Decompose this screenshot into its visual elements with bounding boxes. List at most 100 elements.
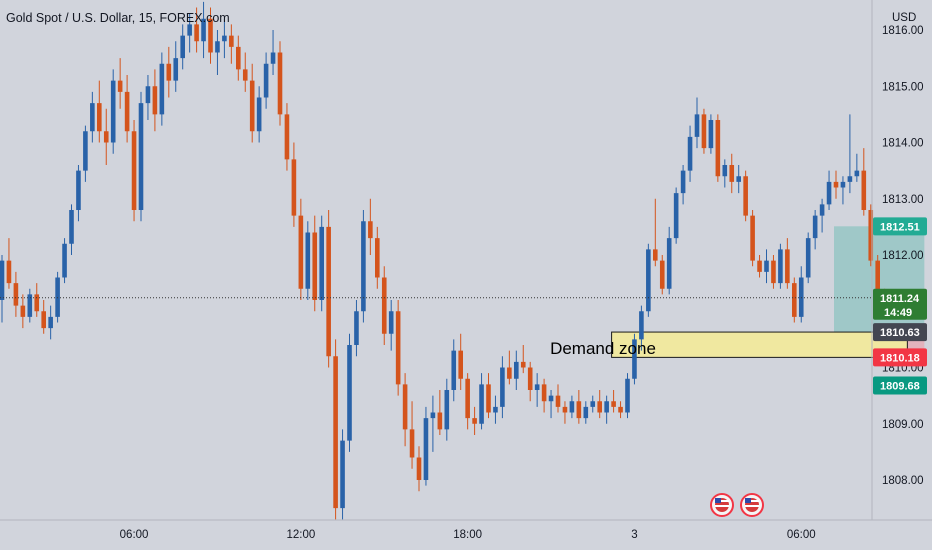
candle-body [583, 406, 589, 419]
candle-body [270, 52, 276, 64]
candle-body [590, 401, 596, 407]
candle-body [444, 390, 450, 430]
candle-body [514, 361, 519, 379]
candle-body [375, 238, 380, 278]
event-flag-us-1[interactable] [710, 493, 734, 517]
candle-body [541, 384, 547, 402]
candle-body [715, 120, 721, 177]
candle-body [472, 418, 477, 424]
event-flag-us-2[interactable] [740, 493, 764, 517]
candle-body [284, 114, 290, 160]
candle-body [507, 367, 512, 379]
candle-body [48, 316, 53, 329]
time-tick: 06:00 [120, 529, 149, 541]
candle-body [305, 232, 311, 289]
candle-body [840, 181, 846, 188]
candle-body [90, 103, 95, 132]
time-tick: 3 [631, 529, 637, 541]
price-tick: 1812.00 [882, 250, 924, 262]
candle-body [152, 86, 158, 115]
candle-body [249, 80, 255, 132]
candle-body [562, 406, 568, 413]
candle-body [861, 170, 867, 210]
candle-body [236, 46, 241, 70]
candle-body [736, 176, 741, 182]
candle-body [486, 384, 491, 413]
candle-body [743, 176, 748, 216]
candle-body [291, 159, 297, 216]
candle-body [298, 215, 304, 289]
candle-body [423, 418, 429, 480]
candle-body [659, 260, 665, 289]
candle-body [778, 249, 783, 284]
candle-body [771, 260, 776, 284]
price-tick: 1809.00 [882, 419, 924, 431]
candle-body [145, 86, 151, 104]
candle-body [465, 378, 470, 419]
candle-body [409, 429, 415, 458]
candle-body [520, 361, 526, 368]
candle-body [131, 131, 137, 210]
candle-body [187, 24, 192, 36]
candle-body [159, 63, 165, 115]
candle-body [868, 210, 874, 261]
candle-body [256, 97, 262, 132]
candle-body [708, 120, 714, 149]
candle-body [500, 367, 505, 407]
candle-body [13, 283, 19, 306]
symbol-title[interactable]: Gold Spot / U.S. Dollar, 15, FOREX.com [6, 11, 230, 25]
candle-body [110, 80, 116, 143]
candle-body [319, 226, 324, 300]
candle-body [750, 215, 755, 261]
candle-body [103, 131, 109, 143]
candle-body [430, 412, 436, 419]
candle-body [20, 305, 26, 317]
candle-body [805, 238, 811, 278]
entry-price-label: 1810.63 [880, 327, 920, 339]
demand-zone [611, 331, 908, 358]
candle-body [451, 350, 457, 390]
candle-body [653, 249, 658, 261]
candle-body [402, 384, 408, 430]
candle-body [597, 401, 602, 413]
candle-body [208, 18, 213, 53]
candle-body [333, 356, 338, 509]
current-price-label: 1811.24 [880, 293, 920, 305]
price-tick: 1816.00 [882, 25, 924, 37]
candle-body [604, 401, 609, 413]
candle-body [69, 210, 74, 244]
candle-body [792, 283, 797, 317]
candle-body [124, 91, 130, 132]
candle-body [479, 384, 484, 424]
candle-body [666, 238, 672, 289]
candle-body [263, 63, 269, 98]
entry-price-label-bg [873, 323, 927, 342]
candle-body [388, 311, 394, 334]
candle-body [576, 401, 582, 419]
candle-body [694, 114, 700, 137]
candle-body [194, 24, 199, 42]
candle-body [347, 345, 352, 441]
candle-body [534, 384, 540, 390]
price-tick: 1813.00 [882, 194, 924, 206]
countdown-label: 14:49 [884, 307, 912, 319]
candle-body [729, 165, 735, 182]
demand-zone-label: Demand zone [550, 339, 656, 358]
candle-body [722, 165, 728, 177]
candle-body [527, 367, 533, 390]
candle-body [229, 35, 234, 47]
stop-price-label: 1810.18 [880, 352, 920, 364]
candle-body [312, 232, 318, 300]
candle-body [687, 136, 693, 171]
candle-body [625, 378, 630, 413]
candle-body [34, 294, 40, 312]
candle-body [0, 260, 5, 300]
candle-body [55, 277, 60, 317]
candle-body [611, 401, 616, 407]
candle-body [201, 18, 206, 42]
price-tick: 1814.00 [882, 138, 924, 150]
candle-body [437, 412, 443, 430]
